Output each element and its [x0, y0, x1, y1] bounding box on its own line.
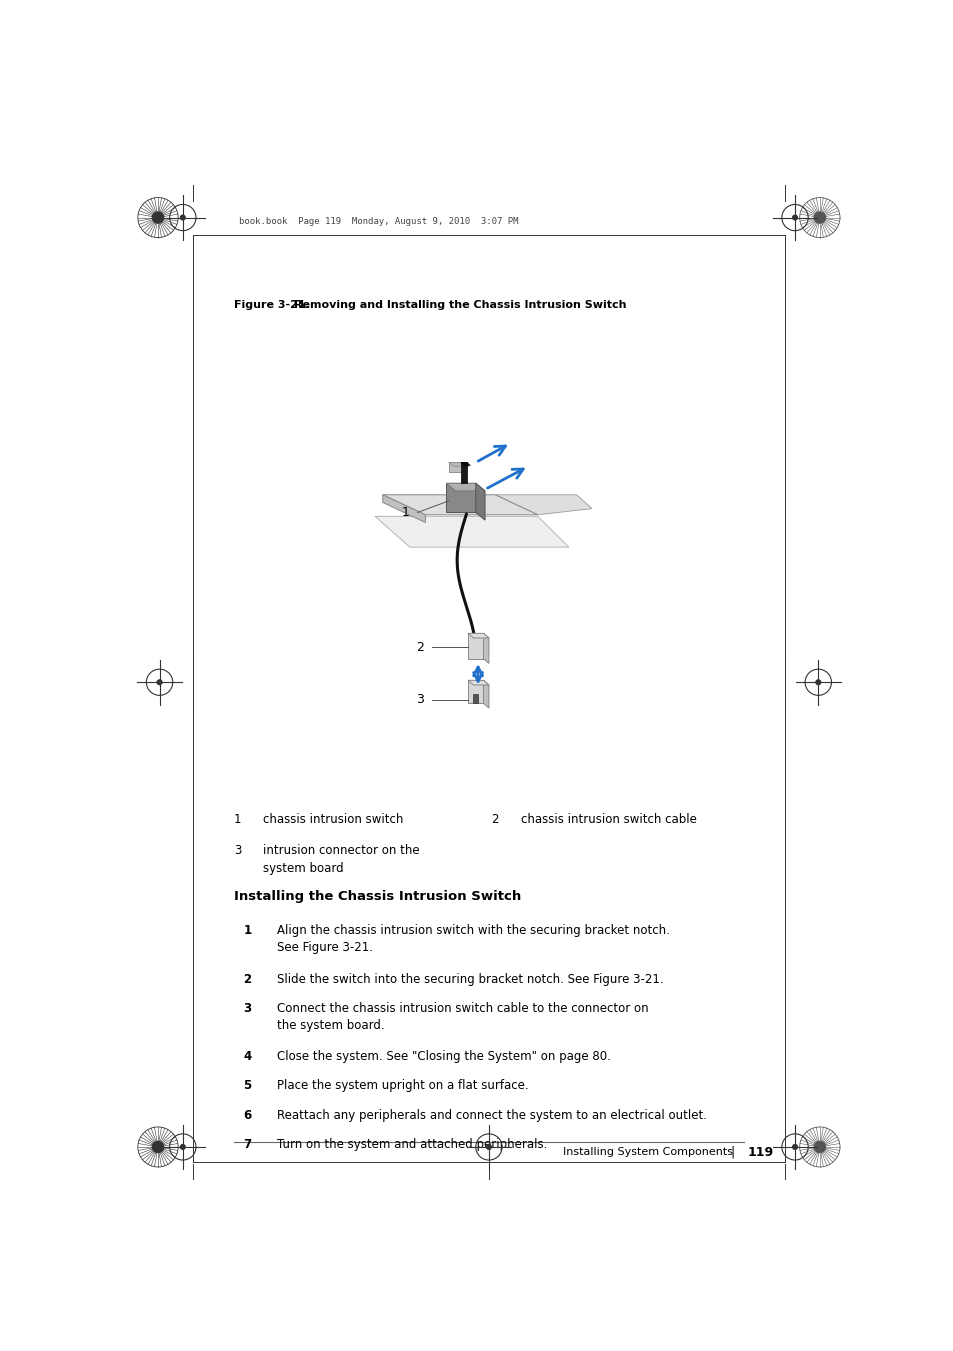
Text: 3: 3 [243, 1002, 251, 1015]
Polygon shape [468, 634, 489, 638]
Circle shape [815, 680, 820, 685]
Text: 119: 119 [747, 1146, 773, 1159]
Text: 1: 1 [233, 813, 241, 825]
Polygon shape [468, 681, 483, 704]
Circle shape [813, 212, 824, 223]
Circle shape [486, 1144, 491, 1150]
Text: 1: 1 [243, 924, 251, 938]
Text: Close the system. See "Closing the System" on page 80.: Close the system. See "Closing the Syste… [276, 1050, 610, 1063]
Polygon shape [382, 494, 425, 523]
Text: Slide the switch into the securing bracket notch. See Figure 3-21.: Slide the switch into the securing brack… [276, 973, 662, 986]
Text: 2: 2 [491, 813, 498, 825]
Text: Installing System Components: Installing System Components [562, 1147, 732, 1158]
Text: 6: 6 [243, 1109, 252, 1121]
Polygon shape [495, 494, 592, 515]
Text: 1: 1 [401, 507, 410, 519]
Circle shape [813, 1142, 824, 1152]
Text: Removing and Installing the Chassis Intrusion Switch: Removing and Installing the Chassis Intr… [294, 300, 625, 309]
Polygon shape [460, 462, 467, 484]
Text: |: | [730, 1146, 734, 1159]
Bar [473, 694, 478, 704]
Text: 3: 3 [416, 693, 423, 707]
Text: 3: 3 [233, 843, 241, 857]
Circle shape [157, 680, 162, 685]
Polygon shape [446, 484, 476, 512]
Text: chassis intrusion switch: chassis intrusion switch [263, 813, 403, 825]
Circle shape [180, 215, 185, 220]
Text: Turn on the system and attached peripherals.: Turn on the system and attached peripher… [276, 1138, 546, 1151]
Text: book.book  Page 119  Monday, August 9, 2010  3:07 PM: book.book Page 119 Monday, August 9, 201… [239, 218, 518, 226]
Text: Place the system upright on a flat surface.: Place the system upright on a flat surfa… [276, 1079, 528, 1093]
Text: chassis intrusion switch cable: chassis intrusion switch cable [520, 813, 696, 825]
Circle shape [180, 1144, 185, 1150]
Polygon shape [448, 462, 468, 466]
Circle shape [152, 1142, 164, 1152]
Polygon shape [476, 484, 484, 520]
Polygon shape [460, 462, 470, 466]
Text: 7: 7 [243, 1138, 251, 1151]
Circle shape [792, 1144, 797, 1150]
Text: 4: 4 [243, 1050, 252, 1063]
Text: Connect the chassis intrusion switch cable to the connector on
the system board.: Connect the chassis intrusion switch cab… [276, 1002, 647, 1032]
Text: intrusion connector on the
system board: intrusion connector on the system board [263, 843, 419, 874]
Text: 5: 5 [243, 1079, 252, 1093]
Polygon shape [468, 681, 489, 685]
Text: 2: 2 [243, 973, 251, 986]
Circle shape [152, 212, 164, 223]
Polygon shape [483, 681, 489, 708]
Polygon shape [375, 516, 568, 547]
Text: Installing the Chassis Intrusion Switch: Installing the Chassis Intrusion Switch [233, 890, 520, 902]
Polygon shape [483, 634, 489, 663]
Polygon shape [446, 484, 484, 490]
Text: Align the chassis intrusion switch with the securing bracket notch.
See Figure 3: Align the chassis intrusion switch with … [276, 924, 669, 954]
Text: Reattach any peripherals and connect the system to an electrical outlet.: Reattach any peripherals and connect the… [276, 1109, 706, 1121]
Text: Figure 3-21.: Figure 3-21. [233, 300, 310, 309]
Text: 2: 2 [416, 640, 423, 654]
Polygon shape [468, 634, 483, 659]
Polygon shape [448, 462, 464, 473]
Polygon shape [382, 494, 537, 515]
Circle shape [792, 215, 797, 220]
